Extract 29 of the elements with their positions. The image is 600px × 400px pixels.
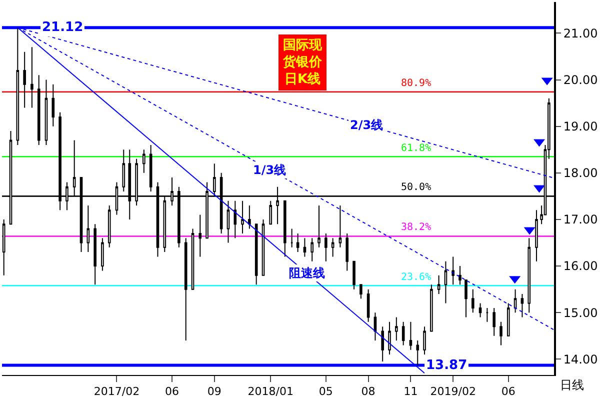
x-tick-label: 09 — [207, 385, 222, 398]
x-tick-label: 11 — [404, 385, 418, 398]
series-label: 2/3线 — [350, 118, 384, 132]
annotation: 38.2% — [401, 222, 432, 233]
text: 日线 — [560, 378, 584, 392]
y-tick-label: 16.00 — [563, 259, 598, 274]
y-tick-label: 20.00 — [563, 72, 598, 87]
y-tick-label: 21.00 — [563, 26, 598, 40]
annotation: 50.0% — [401, 182, 432, 193]
text: 国际现货银价日K线 — [282, 38, 323, 87]
annotation: 61.8% — [401, 143, 432, 154]
y-tick-label: 19.00 — [563, 120, 598, 134]
ref-line-label: 21.12 — [42, 20, 84, 35]
annotation: 80.9% — [401, 78, 432, 89]
y-tick-label: 17.00 — [563, 212, 598, 227]
annotation: 23.6% — [401, 272, 432, 283]
x-tick-label: 2019/02 — [430, 385, 476, 398]
series-label: 1/3线 — [253, 163, 286, 177]
x-tick-label: 05 — [318, 385, 333, 398]
x-tick-label: 06 — [501, 385, 516, 398]
x-tick-label: 06 — [165, 385, 180, 398]
series-label: 阻速线 — [289, 266, 325, 280]
x-tick-label: 2018/01 — [248, 385, 294, 398]
y-tick-label: 14.00 — [563, 352, 598, 366]
x-tick-label: 2017/02 — [94, 385, 140, 398]
x-tick-label: 08 — [361, 385, 376, 398]
y-tick-label: 18.00 — [563, 166, 598, 180]
ref-line-label: 13.87 — [426, 358, 468, 373]
y-tick-label: 15.00 — [563, 306, 598, 320]
